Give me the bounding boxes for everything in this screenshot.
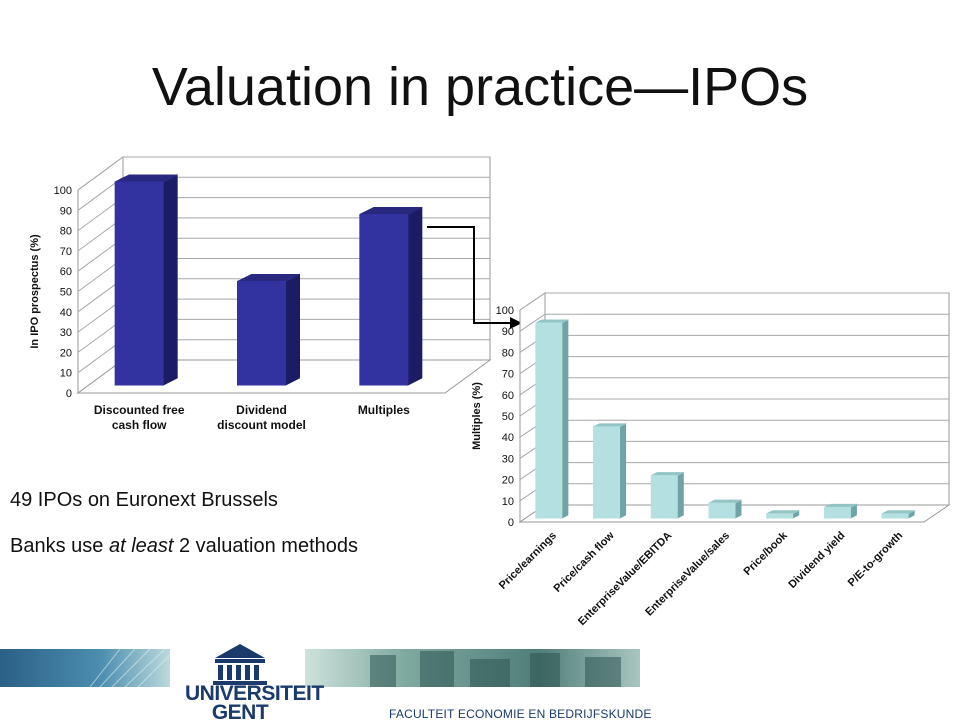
left-chart-category-label: cash flow bbox=[112, 418, 167, 432]
left-chart-category-label: Dividend bbox=[236, 403, 287, 417]
right-chart-y-tick-label: 20 bbox=[502, 475, 514, 487]
left-chart-y-tick-label: 10 bbox=[60, 368, 72, 380]
right-chart-y-tick-label: 90 bbox=[502, 326, 514, 338]
left-chart-category-label: discount model bbox=[217, 418, 306, 432]
right-chart-y-tick-label: 80 bbox=[502, 347, 514, 359]
chart-ipo-prospectus: 0 10 20 30 40 50 60 70 80 90 100 In IPO prospectus … bbox=[29, 156, 492, 432]
left-chart-y-tick-label: 60 bbox=[60, 266, 72, 278]
university-name: UNIVERSITEIT GENT bbox=[185, 682, 324, 724]
right-chart-y-tick-label: 70 bbox=[502, 369, 514, 381]
right-chart-y-tick-label: 0 bbox=[508, 517, 514, 529]
left-chart-category-label: Discounted free bbox=[94, 403, 185, 417]
left-chart-y-tick-label: 70 bbox=[60, 246, 72, 258]
footer-banner bbox=[0, 649, 640, 687]
chart-multiples: 0 10 20 30 40 50 60 70 80 90 100 Multiples (%) Price… bbox=[471, 292, 951, 628]
right-chart-bar-enterprisevalue-ebitda bbox=[650, 471, 684, 519]
slide-title: Valuation in practice—IPOs bbox=[151, 57, 809, 117]
right-chart-bar-dividend-yield bbox=[823, 503, 857, 519]
left-chart-y-tick-label: 40 bbox=[60, 307, 72, 319]
bullet-ipo-count: 49 IPOs on Euronext Brussels bbox=[10, 489, 278, 512]
right-chart-category-label: Dividend yield bbox=[786, 530, 847, 591]
bullet-banks-text-start: Banks use bbox=[10, 535, 109, 557]
left-chart-gridline bbox=[77, 156, 490, 191]
left-chart-bar-discounted-free-cash-flow bbox=[114, 174, 178, 386]
right-chart-bar-price-cash-flow bbox=[593, 423, 627, 519]
faculty-name: FACULTEIT ECONOMIE EN BEDRIJFSKUNDE bbox=[389, 707, 652, 721]
right-chart-y-tick-label: 10 bbox=[502, 496, 514, 508]
left-chart-y-tick-label: 50 bbox=[60, 287, 72, 299]
right-chart-y-tick-label: 40 bbox=[502, 432, 514, 444]
university-name-line1: UNIVERSITEIT bbox=[185, 682, 324, 705]
right-chart-bar-p-e-to-growth bbox=[881, 509, 915, 519]
left-chart-y-tick-label: 0 bbox=[66, 388, 72, 400]
left-chart-category-label: Multiples bbox=[358, 403, 410, 417]
left-chart-y-tick-label: 20 bbox=[60, 347, 72, 359]
left-chart-bar-multiples bbox=[359, 206, 423, 386]
right-chart-gridline bbox=[519, 292, 949, 311]
bullet-banks-text-italic: at least bbox=[108, 535, 174, 557]
university-name-line2: GENT bbox=[211, 701, 269, 724]
right-chart-bar-price-book bbox=[766, 509, 800, 519]
left-chart-y-tick-label: 80 bbox=[60, 226, 72, 238]
right-chart-y-tick-label: 50 bbox=[502, 411, 514, 423]
university-logo bbox=[213, 644, 267, 685]
right-chart-category-label: Price/earnings bbox=[497, 530, 559, 592]
right-chart-bar-enterprisevalue-sales bbox=[708, 499, 742, 519]
left-chart-gridline bbox=[77, 176, 490, 211]
right-chart-category-label: EnterpriseValue/EBITDA bbox=[576, 530, 674, 628]
right-chart-bar-price-earnings bbox=[535, 319, 569, 519]
left-chart-y-tick-label: 90 bbox=[60, 205, 72, 217]
right-chart-y-axis-label: Multiples (%) bbox=[471, 382, 483, 450]
right-chart-y-tick-label: 60 bbox=[502, 390, 514, 402]
right-chart-y-tick-label: 100 bbox=[496, 305, 514, 317]
right-chart-gridline bbox=[519, 313, 949, 332]
footer-banner-left bbox=[0, 649, 170, 687]
left-chart-y-tick-label: 30 bbox=[60, 327, 72, 339]
bullet-banks-methods: Banks use at least 2 valuation methods bbox=[10, 535, 358, 558]
right-chart-category-label: Price/cash flow bbox=[552, 529, 617, 594]
right-chart-y-tick-label: 30 bbox=[502, 453, 514, 465]
left-chart-bar-dividend-discount-model bbox=[237, 273, 300, 386]
left-chart-y-axis-label: In IPO prospectus (%) bbox=[29, 234, 41, 349]
right-chart-category-label: P/E-to-growth bbox=[846, 529, 906, 589]
left-chart-y-tick-label: 100 bbox=[54, 185, 72, 197]
bullet-ipo-count-text: 49 IPOs on Euronext Brussels bbox=[10, 489, 278, 511]
bullet-banks-text-end: 2 valuation methods bbox=[173, 535, 358, 557]
right-chart-category-label: Price/book bbox=[742, 529, 791, 578]
